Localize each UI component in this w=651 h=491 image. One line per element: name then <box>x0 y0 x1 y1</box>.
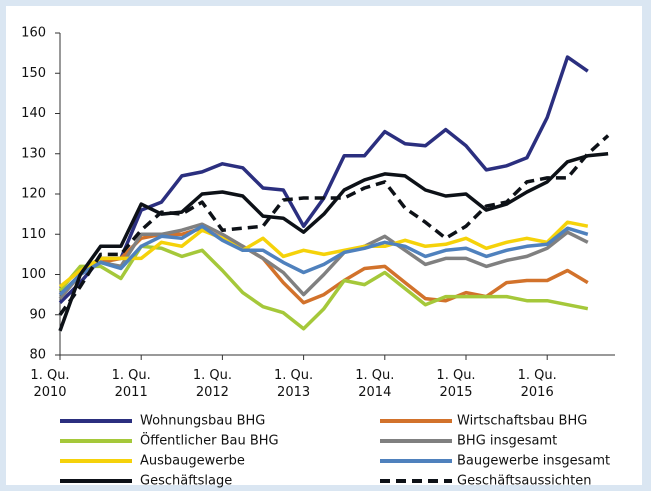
legend-label: Ausbaugewerbe <box>140 454 245 469</box>
y-tick-label: 110 <box>21 227 46 242</box>
legend-label: BHG insgesamt <box>457 434 557 449</box>
series-line <box>58 134 610 316</box>
y-tick-label: 100 <box>21 267 46 282</box>
y-tick-label: 120 <box>21 187 46 202</box>
y-tick-label: 130 <box>21 146 46 161</box>
series-line <box>58 224 589 296</box>
x-tick-label: 1. Qu. 2013 <box>274 368 314 400</box>
series-line <box>58 244 589 331</box>
y-tick-label: 150 <box>21 66 46 81</box>
y-tick-label: 90 <box>29 307 46 322</box>
y-tick-label: 140 <box>21 106 46 121</box>
legend-label: Geschäftslage <box>140 474 232 489</box>
x-tick-label: 1. Qu. 2014 <box>355 368 395 400</box>
x-tick-label: 1. Qu. 2011 <box>111 368 151 400</box>
series-line <box>58 222 589 300</box>
x-tick-label: 1. Qu. 2010 <box>30 368 70 400</box>
x-tick-label: 1. Qu. 2015 <box>436 368 476 400</box>
y-tick-label: 80 <box>29 348 46 363</box>
legend-label: Baugewerbe insgesamt <box>457 454 610 469</box>
series-line <box>58 226 589 305</box>
x-tick-label: 1. Qu. 2016 <box>517 368 557 400</box>
legend-label: Wohnungsbau BHG <box>140 414 265 429</box>
legend-label: Wirtschaftsbau BHG <box>457 414 587 429</box>
y-tick-label: 160 <box>21 26 46 41</box>
series-line <box>58 152 609 332</box>
legend-label: Geschäftsaussichten <box>457 474 592 489</box>
legend-label: Öffentlicher Bau BHG <box>140 432 279 449</box>
x-tick-label: 1. Qu. 2012 <box>192 368 232 400</box>
series-line <box>58 220 589 288</box>
